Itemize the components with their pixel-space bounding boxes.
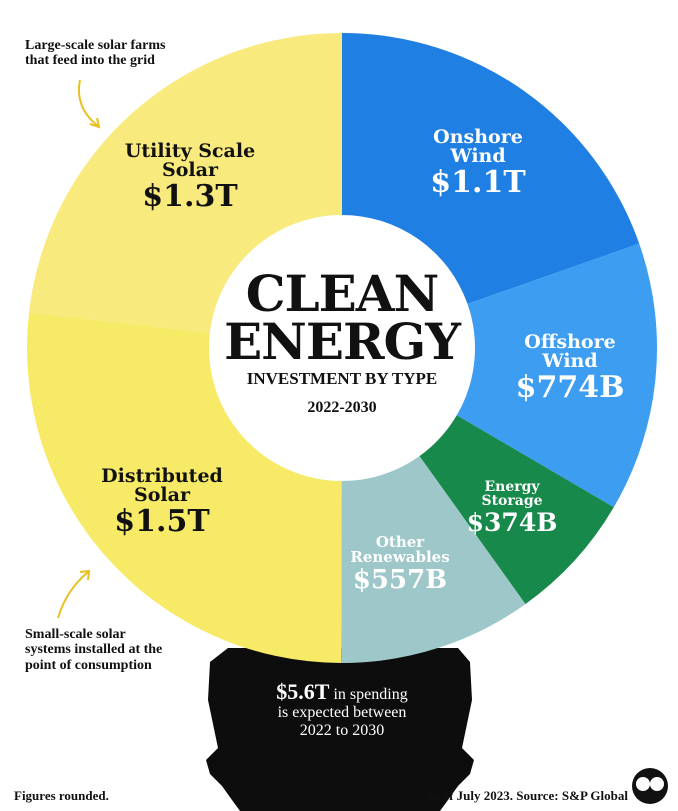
slice-name: Wind bbox=[450, 145, 506, 167]
label-other-renewables: Other Renewables $557B bbox=[350, 533, 450, 595]
footnote: Figures rounded. bbox=[14, 788, 109, 803]
note-line: Small-scale solar bbox=[25, 627, 126, 642]
total-text: is expected between bbox=[277, 704, 407, 722]
distributed-note: Small-scale solar systems installed at t… bbox=[25, 627, 162, 673]
label-onshore-wind: Onshore Wind $1.1T bbox=[430, 128, 525, 198]
note-line: point of consumption bbox=[25, 657, 152, 673]
slice-value: $374B bbox=[466, 508, 558, 537]
slice-value: $557B bbox=[352, 565, 448, 595]
logo-icon bbox=[632, 768, 668, 804]
total-spending: $5.6T in spending is expected between 20… bbox=[276, 679, 408, 739]
arrow-distributed-head bbox=[79, 569, 91, 581]
slice-name: Storage bbox=[481, 493, 543, 509]
arrow-utility-head bbox=[89, 117, 101, 129]
slice-onshore-wind bbox=[342, 33, 640, 304]
title-line-1: CLEAN bbox=[245, 264, 440, 323]
label-energy-storage: Energy Storage $374B bbox=[467, 480, 558, 535]
slice-name: Wind bbox=[542, 350, 598, 372]
arrow-distributed bbox=[57, 571, 89, 619]
slice-distributed-solar bbox=[26, 312, 342, 663]
slice-other-renewables bbox=[341, 456, 526, 663]
source: As of July 2023. Source: S&P Global bbox=[424, 788, 628, 803]
slice-name: Distributed bbox=[101, 465, 223, 487]
total-amount: $5.6T bbox=[276, 679, 330, 704]
slice-name: Energy bbox=[484, 479, 540, 495]
total-text: in spending bbox=[329, 686, 408, 703]
slice-name: Onshore bbox=[433, 126, 523, 148]
slice-name: Utility Scale bbox=[124, 140, 256, 162]
center-title: CLEAN ENERGY INVESTMENT BY TYPE 2022-203… bbox=[224, 264, 461, 417]
note-line: that feed into the grid bbox=[25, 53, 155, 69]
slice-value: $1.1T bbox=[430, 165, 526, 200]
slice-value: $1.5T bbox=[114, 504, 210, 539]
label-offshore-wind: Offshore Wind $774B bbox=[516, 333, 625, 403]
utility-note: Large-scale solar farms that feed into t… bbox=[25, 38, 165, 69]
period: 2022-2030 bbox=[307, 399, 377, 416]
note-line: Large-scale solar farms bbox=[25, 38, 166, 53]
title-line-2: ENERGY bbox=[224, 311, 461, 371]
bulb-base bbox=[206, 648, 474, 811]
slice-offshore-wind bbox=[456, 243, 657, 508]
arrow-utility bbox=[78, 79, 99, 127]
note-line: systems installed at the bbox=[25, 642, 163, 658]
subtitle: INVESTMENT BY TYPE bbox=[246, 369, 438, 388]
slice-value: $774B bbox=[515, 370, 625, 405]
label-utility-solar: Utility Scale Solar $1.3T bbox=[125, 142, 255, 212]
slice-name: Solar bbox=[134, 484, 190, 506]
slice-name: Offshore bbox=[524, 331, 616, 353]
slice-name: Other bbox=[375, 533, 425, 551]
slice-value: $1.3T bbox=[142, 179, 238, 214]
slice-name: Renewables bbox=[350, 548, 450, 566]
label-distributed-solar: Distributed Solar $1.5T bbox=[101, 467, 223, 537]
slice-name: Solar bbox=[162, 159, 218, 181]
slice-utility-scale-solar bbox=[29, 33, 343, 333]
total-text: 2022 to 2030 bbox=[299, 721, 385, 739]
slice-energy-storage bbox=[419, 415, 614, 605]
